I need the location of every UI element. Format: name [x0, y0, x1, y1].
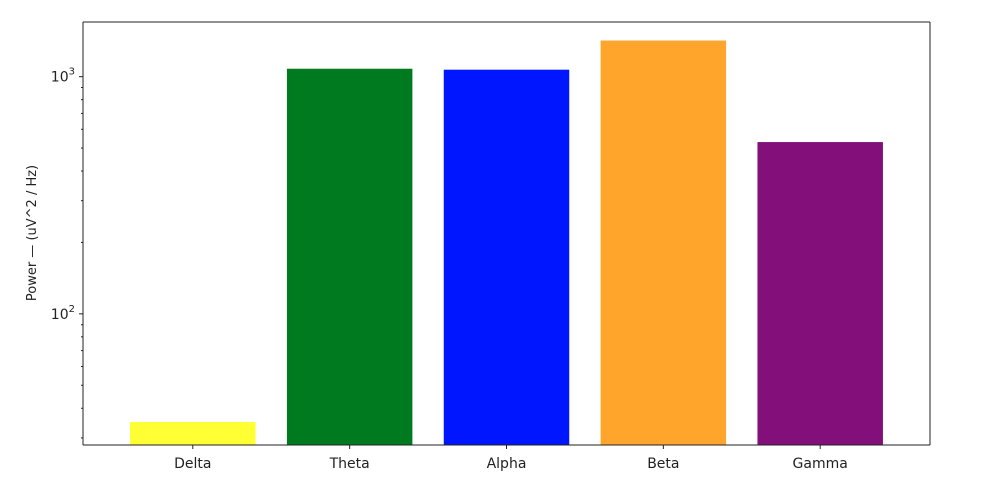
y-tick-exponent: 2 — [69, 304, 75, 315]
y-axis-label: Power — (uV^2 / Hz) — [25, 165, 40, 301]
bar-delta — [130, 422, 256, 445]
x-tick-label: Theta — [329, 456, 370, 472]
bar-theta — [286, 68, 413, 445]
x-tick-label: Alpha — [487, 456, 527, 472]
bar-alpha — [443, 69, 570, 445]
y-tick-exponent: 3 — [69, 67, 75, 78]
x-ticks: Delta Theta Alpha Beta Gamma — [174, 445, 848, 472]
bar-gamma — [757, 142, 883, 445]
y-tick-label: 102 — [51, 304, 75, 323]
bars-layer — [130, 40, 883, 446]
x-tick-label: Gamma — [793, 456, 848, 472]
x-tick-label: Beta — [647, 456, 679, 472]
y-tick-base: 10 — [51, 70, 69, 86]
axes-layer — [82, 21, 931, 446]
y-tick-base: 10 — [51, 307, 69, 323]
x-tick-label: Delta — [174, 456, 211, 472]
y-tick-label: 103 — [51, 67, 75, 86]
bar-beta — [600, 40, 727, 446]
